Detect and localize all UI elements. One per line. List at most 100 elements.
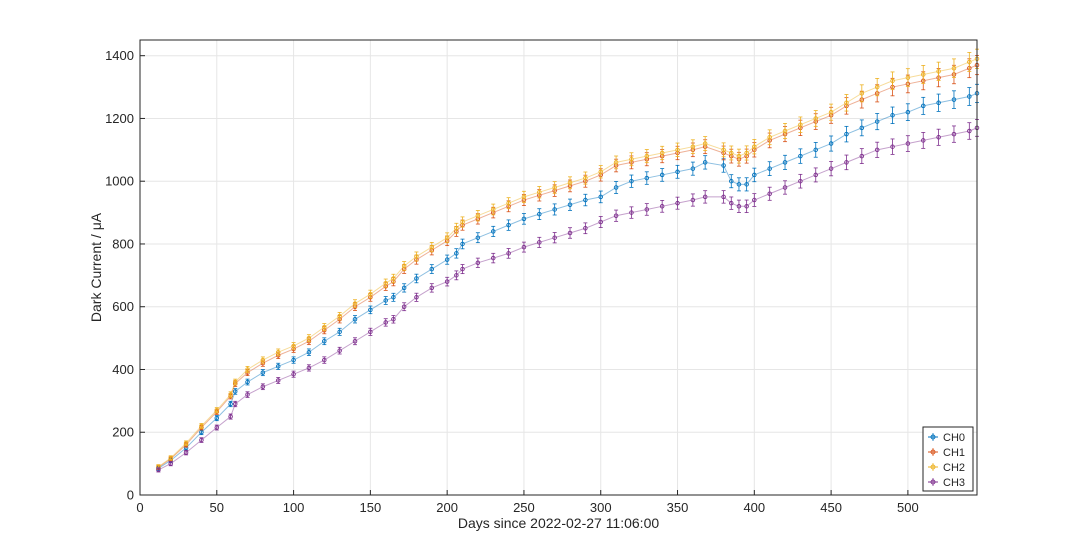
legend-label: CH0 (943, 432, 965, 444)
data-point (275, 348, 281, 356)
data-point (245, 366, 250, 373)
data-point (613, 209, 619, 222)
data-point (659, 168, 665, 182)
data-point (429, 242, 435, 253)
marker (383, 280, 388, 286)
marker (506, 200, 511, 206)
marker (214, 425, 220, 430)
series-ch0 (156, 83, 980, 471)
marker (583, 197, 588, 203)
marker (659, 204, 665, 209)
marker (567, 202, 573, 207)
data-point (454, 248, 459, 259)
marker (675, 200, 680, 206)
marker (752, 172, 757, 178)
data-point (874, 113, 880, 131)
marker (874, 119, 880, 124)
marker (444, 279, 450, 284)
marker (598, 169, 603, 175)
data-point (583, 171, 588, 185)
data-point (905, 103, 911, 121)
marker (337, 329, 342, 335)
data-point (613, 181, 619, 194)
marker (659, 150, 665, 156)
data-point (214, 415, 220, 422)
marker (920, 103, 926, 109)
marker (567, 230, 573, 236)
data-point (291, 356, 296, 364)
y-axis-label: Dark Current / μA (88, 212, 104, 322)
data-point (232, 400, 238, 408)
marker (322, 357, 327, 363)
marker (260, 384, 266, 389)
marker (291, 371, 296, 377)
data-point (920, 96, 926, 115)
x-tick-label: 50 (210, 500, 224, 515)
marker (936, 100, 941, 106)
data-point (567, 176, 573, 190)
data-point (391, 273, 396, 284)
marker (767, 166, 772, 171)
data-point (460, 216, 465, 228)
marker (702, 160, 708, 165)
data-point (967, 122, 972, 140)
marker (598, 219, 603, 225)
marker (744, 182, 749, 187)
marker (383, 298, 388, 303)
y-tick-label: 200 (112, 425, 134, 440)
marker (429, 266, 435, 272)
data-point (322, 337, 327, 346)
data-point (183, 440, 189, 446)
marker (690, 197, 696, 203)
marker (936, 69, 941, 74)
data-point (729, 145, 734, 161)
data-point (729, 196, 734, 210)
data-point (782, 180, 788, 195)
marker (736, 182, 742, 187)
marker (275, 364, 281, 369)
data-point (537, 186, 542, 199)
marker (744, 150, 749, 156)
data-point (844, 125, 849, 143)
marker (782, 128, 788, 134)
marker (813, 116, 818, 121)
marker (729, 200, 734, 206)
data-point (383, 278, 388, 288)
data-point (475, 257, 481, 268)
marker (690, 166, 696, 171)
series-line-ch0 (158, 92, 978, 469)
marker (767, 191, 772, 197)
data-point (583, 193, 588, 207)
data-point (232, 388, 238, 395)
data-point (506, 219, 511, 231)
marker (475, 260, 481, 266)
data-point (322, 323, 327, 332)
data-point (232, 378, 238, 386)
data-point (613, 155, 619, 170)
data-point (583, 222, 588, 235)
data-point (352, 337, 358, 346)
marker (537, 240, 542, 245)
marker (322, 324, 327, 330)
data-point (736, 199, 742, 213)
data-point (690, 193, 696, 207)
data-point (391, 315, 396, 324)
marker (629, 210, 634, 215)
marker (890, 144, 895, 149)
data-point (951, 58, 957, 78)
data-point (368, 305, 373, 315)
data-point (552, 232, 557, 244)
marker (752, 197, 757, 203)
data-point (352, 299, 358, 308)
data-point (702, 190, 708, 204)
marker (613, 213, 619, 218)
data-point (782, 154, 788, 170)
data-point (521, 190, 527, 203)
y-tick-label: 800 (112, 236, 134, 251)
x-tick-label: 450 (820, 500, 842, 515)
data-point (729, 174, 734, 189)
marker (199, 429, 204, 435)
marker (352, 338, 358, 344)
data-point (629, 152, 634, 167)
marker (782, 185, 788, 190)
